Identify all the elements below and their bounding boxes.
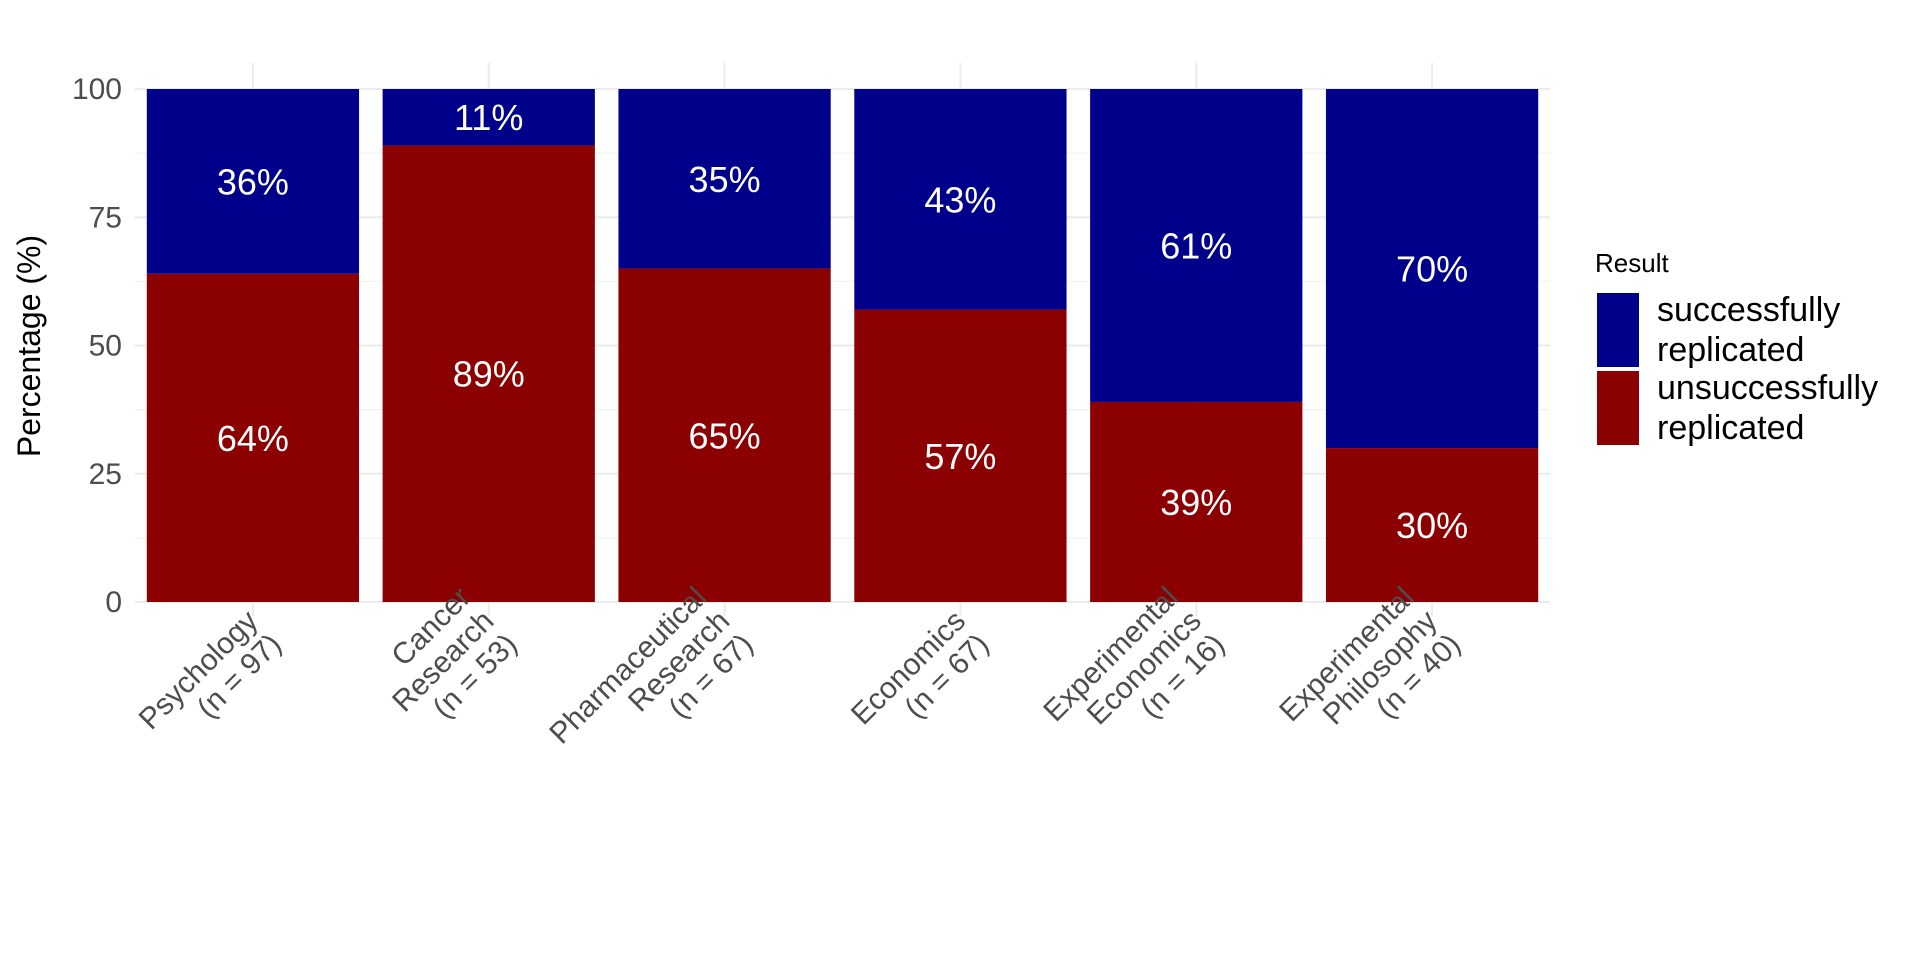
legend-label: unsuccessfully replicated [1657, 369, 1878, 447]
data-label-unsuccessfully: 89% [453, 354, 525, 395]
bar-unsuccessfully-replicated [382, 145, 595, 602]
bar-successfully-replicated [146, 89, 360, 274]
legend-label-line: unsuccessfully [1657, 369, 1878, 407]
data-label-unsuccessfully: 65% [689, 415, 761, 456]
y-tick-label: 25 [89, 458, 122, 491]
data-label-successfully: 61% [1160, 225, 1232, 266]
bar-unsuccessfully-replicated [146, 273, 360, 602]
y-axis: 0 25 50 75 100 [72, 73, 122, 619]
y-tick-label: 75 [89, 201, 122, 234]
x-tick-label-text: Psychology(n = 97) [133, 604, 288, 759]
legend-label-line: replicated [1657, 409, 1804, 447]
legend-key [1597, 293, 1639, 367]
x-tick-label-text: ExperimentalPhilosophy(n = 40) [1273, 581, 1467, 775]
data-label-successfully: 35% [689, 159, 761, 200]
y-axis-title: Percentage (%) [11, 235, 47, 457]
legend-label-line: successfully [1657, 291, 1840, 329]
bar-successfully-replicated [1090, 89, 1303, 402]
bars-layer [146, 89, 1539, 602]
data-label-unsuccessfully: 64% [217, 418, 289, 459]
data-label-successfully: 36% [217, 161, 289, 202]
x-tick-label-text: ExperimentalEconomics(n = 16) [1037, 581, 1231, 775]
data-label-unsuccessfully: 30% [1396, 505, 1468, 546]
bar-unsuccessfully-replicated [854, 309, 1067, 602]
legend-key [1597, 371, 1639, 445]
x-tick-label: CancerResearch(n = 53) [363, 581, 524, 742]
x-tick-label-text: PharmaceuticalResearch(n = 67) [543, 581, 759, 797]
x-tick-label: PharmaceuticalResearch(n = 67) [543, 581, 759, 797]
data-label-successfully: 43% [924, 179, 996, 220]
x-tick-label: ExperimentalPhilosophy(n = 40) [1273, 581, 1467, 775]
bar-unsuccessfully-replicated [1325, 448, 1539, 602]
legend-title: Result [1595, 248, 1669, 278]
legend-label-line: replicated [1657, 331, 1804, 369]
x-tick-label: ExperimentalEconomics(n = 16) [1037, 581, 1231, 775]
data-label-successfully: 70% [1396, 249, 1468, 290]
y-tick-label: 50 [89, 330, 122, 363]
bar-labels-layer: 64% 36% 89% 11% 65% 35% 57% 43% 39% 61% 30% 70% [217, 97, 1468, 546]
data-label-unsuccessfully: 39% [1160, 482, 1232, 523]
x-tick-label: Psychology(n = 97) [133, 604, 288, 759]
data-label-unsuccessfully: 57% [924, 436, 996, 477]
bar-successfully-replicated [618, 89, 831, 269]
y-tick-label: 100 [72, 73, 122, 106]
x-tick-label: Economics(n = 67) [845, 604, 995, 754]
legend: Result successfully replicatedunsuccessfu… [1595, 248, 1878, 447]
bar-successfully-replicated [382, 89, 595, 146]
bar-successfully-replicated [854, 89, 1067, 310]
data-label-successfully: 11% [454, 97, 523, 138]
bar-unsuccessfully-replicated [1090, 401, 1303, 602]
bar-unsuccessfully-replicated [618, 268, 831, 602]
x-tick-label-text: Economics(n = 67) [845, 604, 995, 754]
x-tick-label-text: CancerResearch(n = 53) [363, 581, 524, 742]
bar-successfully-replicated [1325, 89, 1539, 449]
x-axis: Psychology(n = 97) CancerResearch(n = 53)… [133, 581, 1467, 797]
legend-label: successfully replicated [1657, 291, 1840, 369]
y-tick-label: 0 [105, 586, 122, 619]
